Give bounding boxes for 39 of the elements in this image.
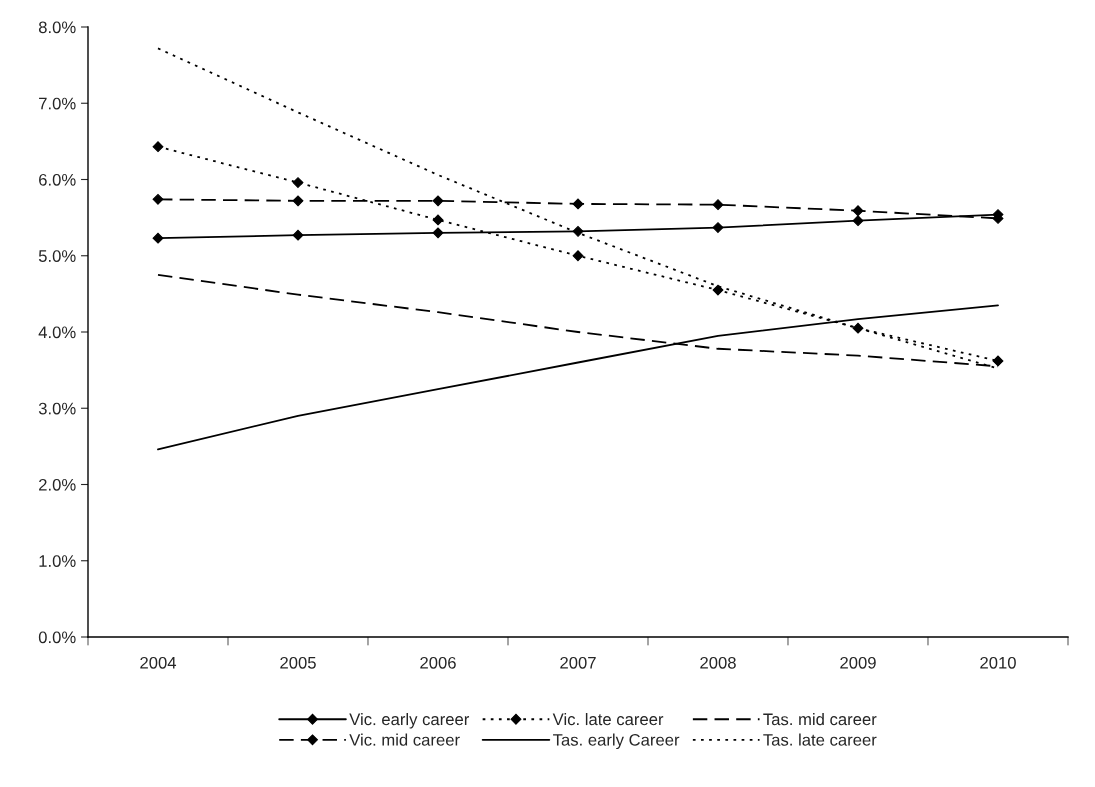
point bbox=[292, 177, 304, 188]
point bbox=[152, 193, 164, 205]
y-tick-label: 6.0% bbox=[39, 173, 76, 186]
x-tick-label: 2007 bbox=[560, 656, 596, 669]
point bbox=[432, 214, 444, 226]
y-tick-label: 4.0% bbox=[38, 326, 76, 339]
point bbox=[152, 232, 164, 244]
y-tick-label: 1.0% bbox=[39, 555, 76, 567]
y-tick-label: 5.0% bbox=[38, 250, 76, 262]
legend-label: Tas. early Career bbox=[553, 733, 680, 750]
point bbox=[852, 215, 864, 227]
y-tick-label: 2.0% bbox=[39, 478, 76, 491]
x-tick-label: 2006 bbox=[420, 656, 456, 669]
legend-label: Vic. mid career bbox=[349, 733, 460, 746]
x-tick-label: 2005 bbox=[280, 656, 316, 669]
legend-label: Vic. late career bbox=[552, 713, 664, 726]
x-tick-label: 2008 bbox=[700, 656, 736, 669]
point bbox=[292, 195, 304, 207]
y-tick-label: 7.0% bbox=[39, 97, 76, 110]
legend-label: Vic. early career bbox=[349, 713, 470, 729]
point bbox=[992, 355, 1004, 367]
legend-label: Tas. mid career bbox=[763, 713, 877, 726]
point bbox=[712, 199, 724, 211]
point bbox=[432, 227, 444, 239]
point bbox=[432, 195, 444, 207]
x-tick-label: 2010 bbox=[980, 656, 1016, 669]
point bbox=[712, 222, 724, 233]
point bbox=[572, 198, 584, 210]
y-tick-label: 3.0% bbox=[38, 402, 76, 415]
x-tick-label: 2004 bbox=[140, 656, 177, 669]
x-tick-label: 2009 bbox=[840, 656, 876, 669]
y-tick-label: 8.0% bbox=[38, 21, 76, 34]
y-tick-label: 0.0% bbox=[38, 631, 76, 644]
point bbox=[292, 229, 304, 241]
point bbox=[572, 250, 584, 262]
legend-label: Tas. late career bbox=[763, 733, 877, 746]
point bbox=[852, 205, 864, 217]
point bbox=[712, 284, 724, 296]
point bbox=[152, 141, 164, 153]
